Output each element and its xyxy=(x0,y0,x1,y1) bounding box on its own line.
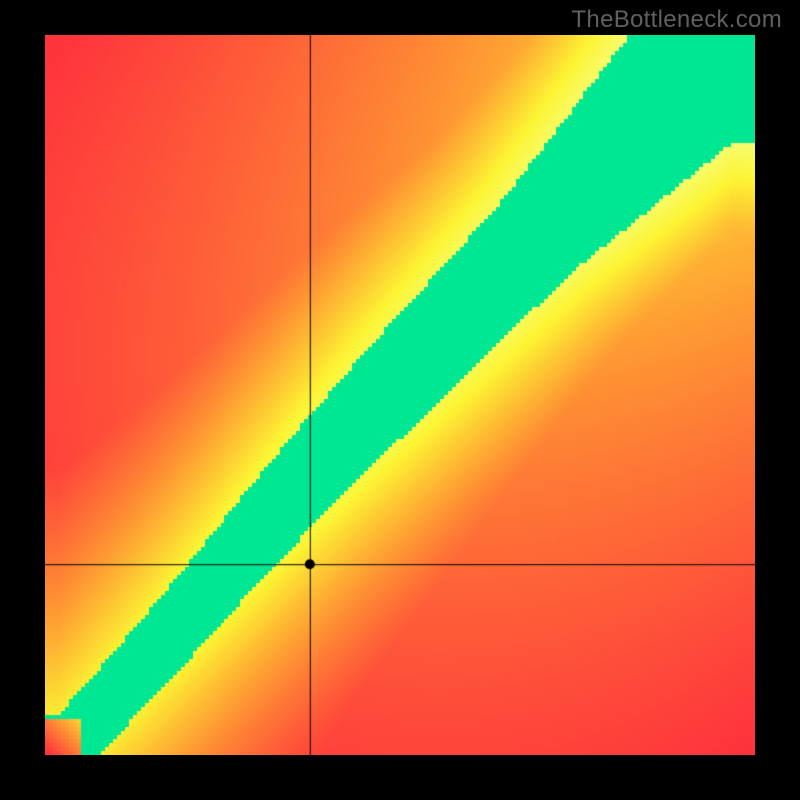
heatmap-canvas xyxy=(45,35,755,755)
heatmap-plot xyxy=(45,35,755,755)
watermark-text: TheBottleneck.com xyxy=(571,6,782,34)
figure-container: TheBottleneck.com xyxy=(0,0,800,800)
